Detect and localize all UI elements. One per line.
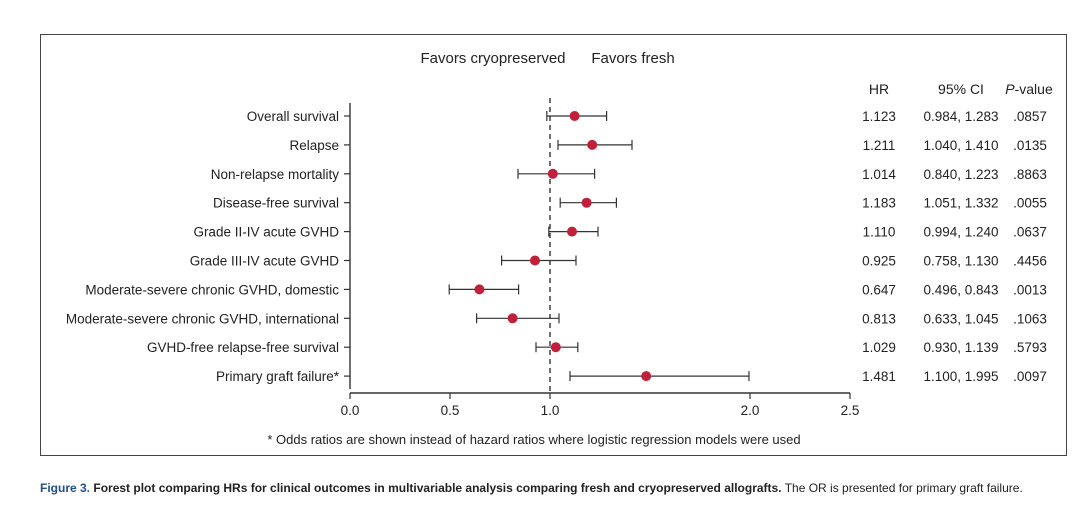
- ci-value: 1.040, 1.410: [923, 138, 998, 153]
- ci-column-header: 95% CI: [938, 81, 984, 97]
- hr-value: 1.183: [862, 196, 896, 211]
- ci-value: 1.051, 1.332: [923, 196, 998, 211]
- ci-value: 0.840, 1.223: [923, 167, 998, 182]
- hr-point: [587, 139, 598, 150]
- forest-row: Disease-free survival 1.183 1.051, 1.332 .0…: [213, 196, 1047, 211]
- row-label: Moderate-severe chronic GVHD, domestic: [85, 282, 339, 297]
- hr-point: [569, 111, 580, 121]
- p-value: .1063: [1013, 311, 1047, 326]
- p-value-column-header: P-value: [1005, 81, 1053, 97]
- favors-cryopreserved-label: Favors cryopreserved: [420, 50, 565, 67]
- row-label: Grade III-IV acute GVHD: [190, 254, 340, 269]
- forest-row: Primary graft failure* 1.481 1.100, 1.995.…: [216, 369, 1047, 384]
- hr-value: 0.813: [862, 311, 896, 326]
- ci-value: 0.930, 1.139: [923, 340, 998, 355]
- forest-row: Grade III-IV acute GVHD 0.925 0.758, 1.130…: [190, 254, 1047, 269]
- p-italic: P: [1005, 81, 1015, 97]
- p-value: .0097: [1013, 369, 1047, 384]
- forest-row: Moderate-severe chronic GVHD, domestic 0.…: [85, 282, 1046, 297]
- ci-value: 0.633, 1.045: [923, 311, 998, 326]
- row-label: Overall survival: [247, 109, 339, 124]
- hr-point: [641, 371, 652, 382]
- row-label: Relapse: [289, 138, 339, 153]
- hr-point: [550, 342, 561, 353]
- row-label: Disease-free survival: [213, 196, 339, 211]
- p-value: .0135: [1013, 138, 1047, 153]
- ci-value: 0.994, 1.240: [923, 225, 998, 240]
- forest-row: GVHD-free relapse-free survival 1.029 0.93…: [147, 340, 1047, 355]
- forest-row: Non-relapse mortality 1.014 0.840, 1.223 .8…: [211, 167, 1047, 182]
- p-value: .4456: [1013, 254, 1047, 269]
- forest-row: Moderate-severe chronic GVHD, internatio…: [66, 311, 1047, 326]
- row-label: Non-relapse mortality: [211, 167, 340, 182]
- hr-value: 1.029: [862, 340, 896, 355]
- hr-point: [474, 284, 485, 295]
- hr-point: [581, 197, 592, 208]
- p-value: .8863: [1013, 167, 1047, 182]
- hr-point: [547, 168, 558, 179]
- p-value: .0637: [1013, 225, 1047, 240]
- hr-value: 1.481: [862, 369, 896, 384]
- x-tick-label: 0.0: [341, 403, 360, 418]
- p-value: .0857: [1013, 109, 1047, 124]
- ci-value: 0.984, 1.283: [923, 109, 998, 124]
- x-tick-label: 0.5: [441, 403, 460, 418]
- ci-value: 0.758, 1.130: [923, 254, 998, 269]
- forest-row: Relapse 1.211 1.040, 1.410 .0135: [289, 138, 1046, 153]
- row-label: GVHD-free relapse-free survival: [147, 340, 339, 355]
- forest-plot-frame: Favors cryopreserved Favors fresh HR 95%…: [40, 34, 1067, 456]
- hr-point: [507, 313, 518, 324]
- hr-point: [567, 226, 577, 237]
- figure-title: Forest plot comparing HRs for clinical o…: [93, 481, 782, 495]
- hr-column-header: HR: [869, 81, 889, 97]
- figure-caption: Figure 3. Forest plot comparing HRs for …: [40, 478, 1060, 498]
- p-value: .0013: [1013, 282, 1047, 297]
- p-rest: -value: [1015, 81, 1053, 97]
- hr-point: [530, 255, 540, 266]
- footnote: * Odds ratios are shown instead of hazar…: [267, 432, 800, 447]
- x-tick-label: 1.0: [541, 403, 560, 418]
- forest-row: Overall survival 1.123 0.984, 1.283 .0857: [247, 109, 1047, 124]
- x-tick-label: 2.5: [841, 403, 860, 418]
- p-value: .0055: [1013, 196, 1047, 211]
- row-label: Primary graft failure*: [216, 369, 340, 384]
- p-value: .5793: [1013, 340, 1047, 355]
- x-tick-label: 2.0: [741, 403, 760, 418]
- hr-value: 0.647: [862, 282, 896, 297]
- forest-row: Grade II-IV acute GVHD 1.110 0.994, 1.240.…: [193, 225, 1046, 240]
- ci-value: 0.496, 0.843: [923, 282, 998, 297]
- favors-fresh-label: Favors fresh: [591, 50, 674, 67]
- forest-plot: Favors cryopreserved Favors fresh HR 95%…: [66, 50, 1053, 447]
- row-label: Grade II-IV acute GVHD: [193, 225, 339, 240]
- figure-label: Figure 3.: [40, 481, 91, 495]
- hr-value: 1.110: [863, 225, 896, 240]
- hr-value: 1.014: [862, 167, 896, 182]
- hr-value: 0.925: [862, 254, 896, 269]
- hr-value: 1.123: [862, 109, 896, 124]
- figure-caption-text: The OR is presented for primary graft fa…: [784, 481, 1023, 495]
- ci-value: 1.100, 1.995: [923, 369, 998, 384]
- hr-value: 1.211: [863, 138, 896, 153]
- row-label: Moderate-severe chronic GVHD, internatio…: [66, 311, 339, 326]
